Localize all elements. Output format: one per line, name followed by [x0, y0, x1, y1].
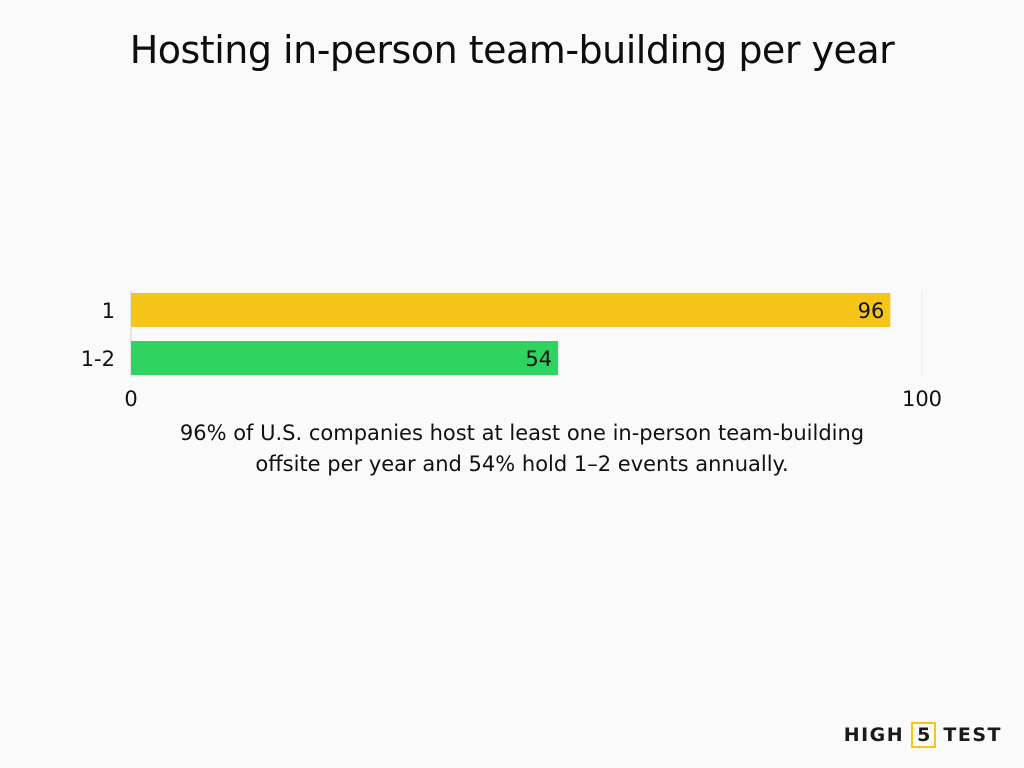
- x-tick-label: 100: [902, 387, 942, 411]
- data-label: 96: [858, 299, 885, 323]
- brand-word-test: TEST: [943, 724, 1002, 746]
- bar: [131, 341, 559, 375]
- chart-caption: 96% of U.S. companies host at least one …: [179, 421, 865, 476]
- brand-badge: 5: [911, 722, 937, 748]
- brand-word-high: HIGH: [843, 724, 905, 746]
- data-label: 54: [525, 347, 552, 371]
- page-title: Hosting in-person team-building per year: [129, 28, 895, 72]
- bar: [131, 293, 891, 327]
- brand-logo: HIGH 5 TEST: [844, 722, 1002, 748]
- x-tick-label: 0: [124, 387, 137, 411]
- category-label: 1-2: [81, 347, 115, 371]
- category-label: 1: [102, 299, 115, 323]
